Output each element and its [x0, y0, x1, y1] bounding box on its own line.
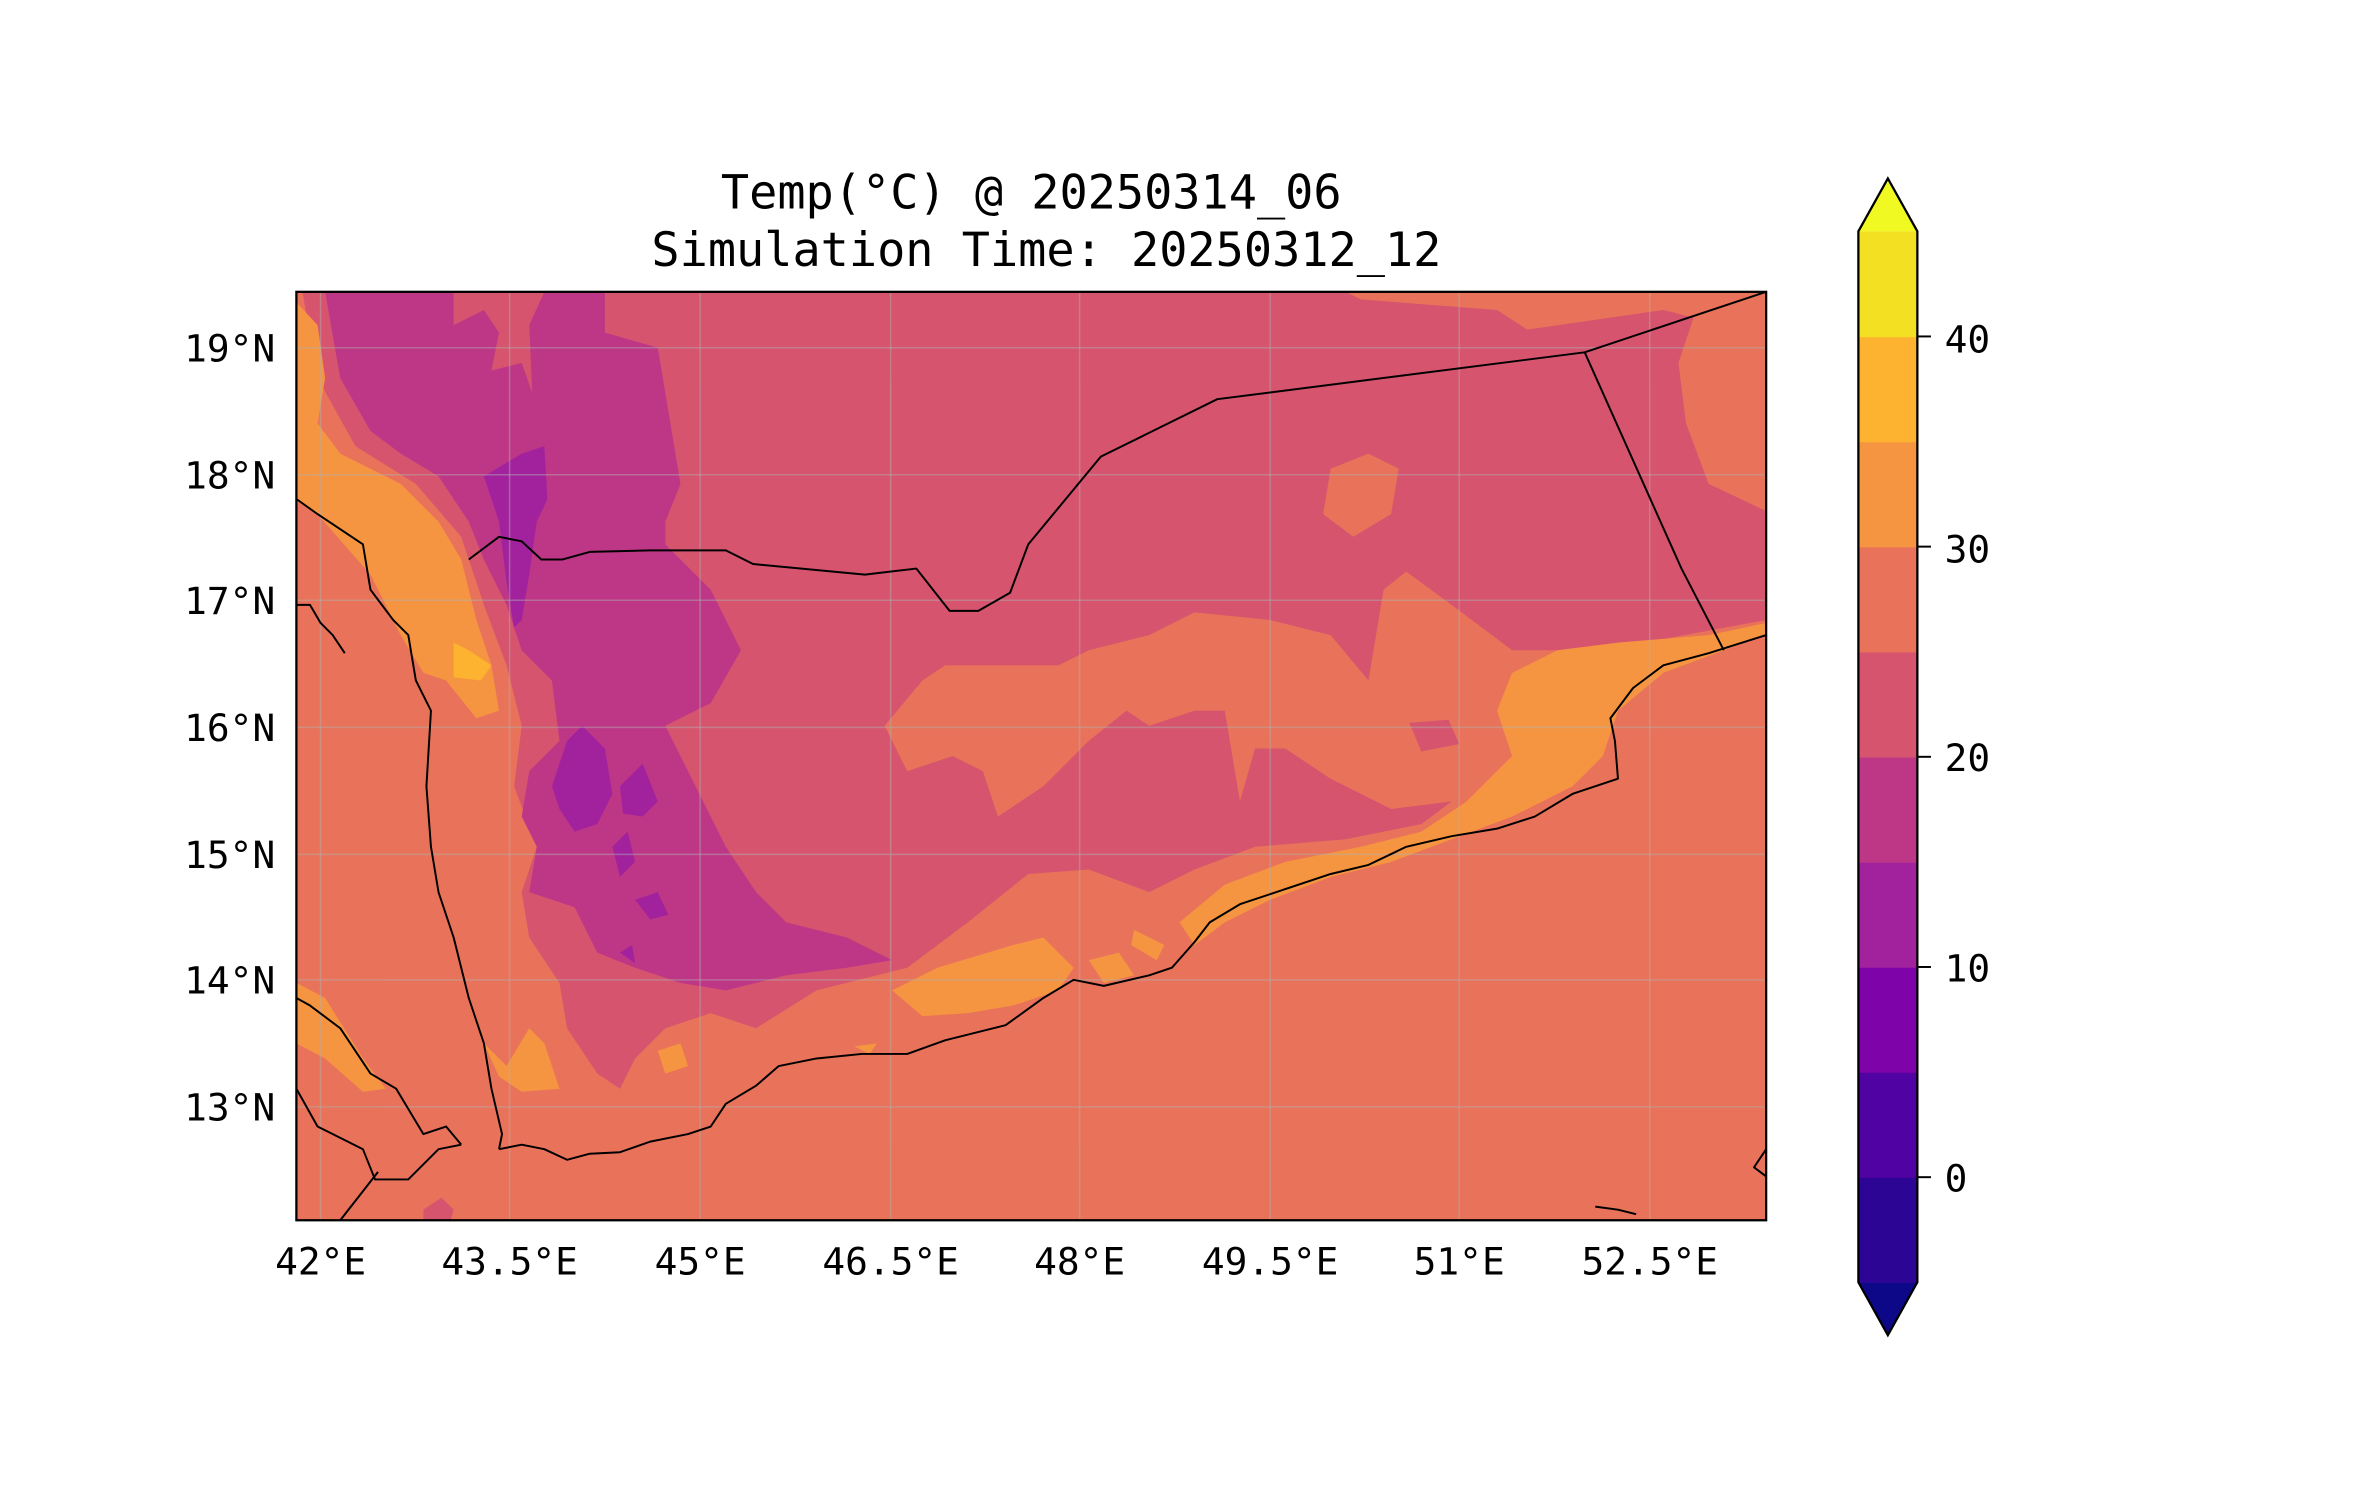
- yemen-south-coastline: [498, 634, 1767, 1161]
- ytick-label: 15°N: [184, 833, 275, 877]
- xtick-label: 45°E: [655, 1240, 746, 1284]
- contour-25-30-island: [1323, 453, 1399, 537]
- contour-30-35: [1131, 929, 1165, 961]
- colorbar-band: [1858, 546, 1918, 653]
- colorbar-band: [1858, 231, 1918, 338]
- colorbar-band: [1858, 336, 1918, 443]
- colorbar-band: [1858, 651, 1918, 758]
- yemen-oman-border: [1583, 351, 1725, 651]
- ytick-label: 19°N: [184, 326, 275, 370]
- colorbar-outline: [1857, 176, 1919, 1338]
- colorbar-band: [1858, 1072, 1918, 1178]
- xtick-label: 43.5°E: [441, 1240, 578, 1284]
- contour-35-40: [453, 642, 492, 681]
- yemen-saudi-border: [468, 291, 1767, 612]
- colorbar-band: [1858, 966, 1918, 1073]
- colorbar-extend-min: [1858, 1282, 1918, 1336]
- ytick-label: 18°N: [184, 453, 275, 497]
- contour-30-35: [296, 302, 500, 719]
- xtick-label: 52.5°E: [1581, 1240, 1718, 1284]
- colorbar-tick-label: 10: [1945, 946, 1991, 990]
- contour-10-15: [635, 892, 669, 920]
- xtick-label: 51°E: [1414, 1240, 1505, 1284]
- contour-30-35: [854, 1043, 878, 1054]
- xtick-label: 49.5°E: [1202, 1240, 1339, 1284]
- gridlines: [296, 291, 1767, 1221]
- contour-30-35: [892, 937, 1074, 1017]
- oman-coastline: [1753, 1148, 1767, 1178]
- contour-15-20: [325, 291, 893, 991]
- colorbar-extend-max: [1858, 178, 1918, 232]
- colorbar: [1857, 176, 1931, 1338]
- ytick-label: 14°N: [184, 958, 275, 1002]
- colorbar-band: [1858, 441, 1918, 548]
- contour-30-35: [657, 1043, 689, 1074]
- contour-20-25-africa: [423, 1197, 454, 1221]
- map-frame: [295, 290, 1768, 1222]
- ytick-label: 13°N: [184, 1085, 275, 1129]
- chart-subtitle: Simulation Time: 20250312_12: [651, 223, 1441, 278]
- colorbar-tick-label: 0: [1945, 1157, 1968, 1201]
- colorbar-band: [1858, 756, 1918, 863]
- ethiopia-border: [339, 1171, 379, 1221]
- ytick-label: 17°N: [184, 579, 275, 623]
- contour-10-15: [619, 763, 658, 817]
- colorbar-tick-label: 20: [1945, 736, 1991, 780]
- contour-30-35: [1179, 622, 1767, 946]
- colorbar-tick-label: 30: [1945, 528, 1991, 572]
- contour-30-35: [483, 1028, 560, 1092]
- ytick-label: 16°N: [184, 706, 275, 750]
- xtick-label: 46.5°E: [822, 1240, 959, 1284]
- contour-10-15: [619, 945, 636, 964]
- contour-10-15: [612, 831, 636, 878]
- socotra-coastline: [1595, 1205, 1637, 1216]
- africa-coastline: [296, 997, 462, 1146]
- xtick-label: 42°E: [275, 1240, 366, 1284]
- x-axis-tick-labels: 42°E 43.5°E 45°E 46.5°E 48°E 49.5°E 51°E…: [275, 1240, 1718, 1284]
- y-axis-tick-labels: 19°N 18°N 17°N 16°N 15°N 14°N 13°N: [184, 326, 275, 1129]
- colorbar-tick-labels: 40 30 20 10 0: [1945, 317, 1991, 1200]
- xtick-label: 48°E: [1034, 1240, 1125, 1284]
- contour-20-25-blob: [1409, 719, 1460, 752]
- djibouti-coastline: [296, 1088, 462, 1181]
- contour-10-15: [483, 446, 548, 628]
- map-area: [296, 291, 1767, 1221]
- colorbar-band: [1858, 1177, 1918, 1284]
- contour-10-15: [551, 725, 613, 832]
- contour-30-35: [1088, 952, 1135, 983]
- chart-title: Temp(°C) @ 20250314_06: [721, 166, 1342, 221]
- colorbar-band: [1858, 861, 1918, 968]
- red-sea-east-coastline: [296, 498, 504, 1150]
- colorbar-tick-label: 40: [1945, 317, 1991, 361]
- eritrea-coastline: [296, 603, 346, 654]
